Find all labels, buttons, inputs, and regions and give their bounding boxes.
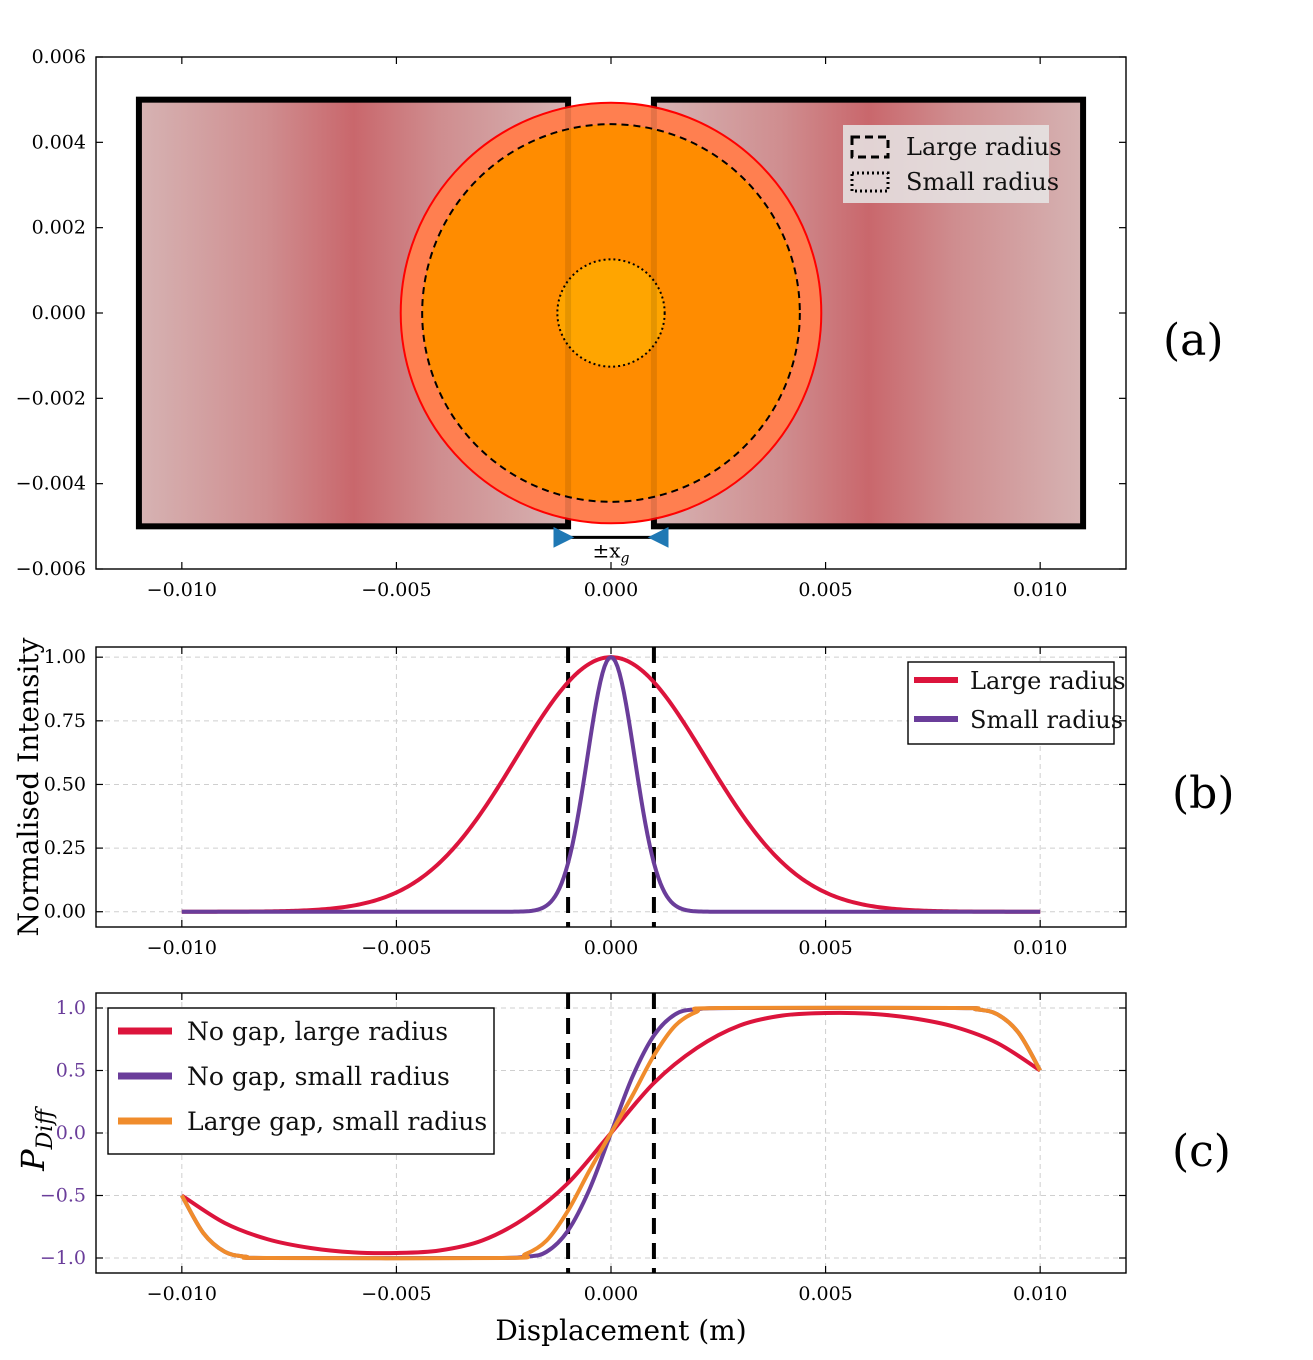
legend-c-no-gap-large: No gap, large radius — [187, 1017, 448, 1046]
panel-a-ytick-label: −0.004 — [16, 473, 86, 495]
panel-c: −0.010 −0.005 0.000 0.005 0.010 1.0 0.5 0.0 −0.5… — [14, 992, 1231, 1347]
panel-a-xtick-label: 0.010 — [1013, 579, 1067, 601]
panel-c-ytick-label: 0.0 — [56, 1122, 86, 1144]
panel-b-ytick-label: 1.00 — [44, 646, 86, 668]
panel-a-ytick-label: −0.006 — [16, 558, 86, 580]
panel-b-xtick-label: −0.010 — [147, 937, 217, 959]
panel-a-xtick-label: 0.005 — [798, 579, 852, 601]
legend-c-no-gap-small: No gap, small radius — [187, 1062, 450, 1091]
panel-b-series — [181, 654, 1041, 914]
panel-a: ±xg −0.010 −0.005 0.000 0.005 0.010 0.006 0.00… — [16, 46, 1224, 601]
panel-b-xtick-label: 0.005 — [798, 937, 852, 959]
gap-shadow-right — [650, 99, 657, 527]
legend-b-large-radius: Large radius — [970, 667, 1126, 695]
legend-small-radius-swatch — [850, 171, 890, 193]
panel-b-ytick-label: 0.50 — [44, 773, 86, 795]
panel-b-ytick-label: 0.00 — [44, 901, 86, 923]
large-radius-circle — [421, 123, 801, 503]
legend-large-radius-swatch — [850, 135, 890, 159]
panel-label-c: (c) — [1172, 1126, 1231, 1177]
panel-a-xtick-label: −0.005 — [361, 579, 431, 601]
panel-c-gap-lines — [566, 993, 656, 1273]
panel-a-ytick-label: −0.002 — [16, 387, 86, 409]
panel-label-b: (b) — [1172, 768, 1235, 819]
gap-shadow-left — [565, 99, 572, 527]
panel-c-ticks: −0.010 −0.005 0.000 0.005 0.010 1.0 0.5 0.0 −0.5… — [40, 993, 1126, 1305]
legend-b-small-radius: Small radius — [970, 706, 1123, 734]
panel-a-ytick-label: 0.002 — [32, 217, 86, 239]
small-radius-circle — [556, 258, 666, 368]
panel-a-ytick-label: 0.006 — [32, 46, 86, 68]
panel-c-series-2 — [180, 1005, 1042, 1261]
panel-c-ytick-label: −0.5 — [40, 1185, 86, 1207]
panel-b-xtick-label: 0.010 — [1013, 937, 1067, 959]
gap-label-sub: g — [621, 550, 630, 566]
panel-b-ytick-label: 0.25 — [44, 837, 86, 859]
svg-text:±xg: ±xg — [592, 538, 629, 566]
panel-c-xtick-label: −0.010 — [147, 1283, 217, 1305]
panel-c-xtick-label: 0.010 — [1013, 1283, 1067, 1305]
panel-a-ticks: −0.010 −0.005 0.000 0.005 0.010 0.006 0.004 0.0… — [16, 46, 1126, 601]
panel-c-xtick-label: 0.000 — [584, 1283, 638, 1305]
panel-b-ytick-label: 0.75 — [44, 710, 86, 732]
panel-b-series-1 — [181, 654, 1041, 914]
panel-b-gap-lines — [566, 647, 656, 927]
panel-b: −0.010 −0.005 0.000 0.005 0.010 1.00 0.75 0.50 0… — [12, 637, 1235, 959]
panel-a-xtick-label: −0.010 — [147, 579, 217, 601]
panel-c-ylabel-main: P — [14, 1149, 52, 1172]
panel-a-ytick-label: 0.000 — [32, 302, 86, 324]
panel-c-ytick-label: −1.0 — [40, 1247, 86, 1269]
panel-b-ticks: −0.010 −0.005 0.000 0.005 0.010 1.00 0.75 0.50 0… — [44, 646, 1126, 959]
panel-a-ytick-label: 0.004 — [32, 131, 86, 153]
legend-a-small-radius: Small radius — [906, 168, 1059, 196]
legend-a-large-radius: Large radius — [906, 133, 1062, 161]
panel-c-legend: No gap, large radius No gap, small radiu… — [107, 1007, 495, 1155]
panel-c-series — [180, 1005, 1042, 1261]
panel-c-ylabel: PDiff — [14, 1106, 58, 1172]
panel-c-ylabel-sub: Diff — [33, 1106, 58, 1151]
panel-b-xtick-label: 0.000 — [584, 937, 638, 959]
panel-b-legend: Large radius Small radius — [907, 661, 1126, 745]
panel-b-xtick-label: −0.005 — [361, 937, 431, 959]
panel-c-xtick-label: −0.005 — [361, 1283, 431, 1305]
panel-c-ytick-label: 0.5 — [56, 1060, 86, 1082]
gap-arrow: ±xg — [553, 526, 669, 566]
panel-a-xtick-label: 0.000 — [584, 579, 638, 601]
panel-c-xtick-label: 0.005 — [798, 1283, 852, 1305]
panel-c-xlabel: Displacement (m) — [495, 1314, 746, 1347]
panel-c-ytick-label: 1.0 — [56, 997, 86, 1019]
gap-label: ±x — [592, 538, 621, 562]
panel-label-a: (a) — [1163, 315, 1224, 366]
panel-a-legend: Large radius Small radius — [843, 125, 1062, 203]
panel-b-ylabel: Normalised Intensity — [12, 637, 45, 936]
legend-c-large-gap-small: Large gap, small radius — [187, 1107, 487, 1136]
